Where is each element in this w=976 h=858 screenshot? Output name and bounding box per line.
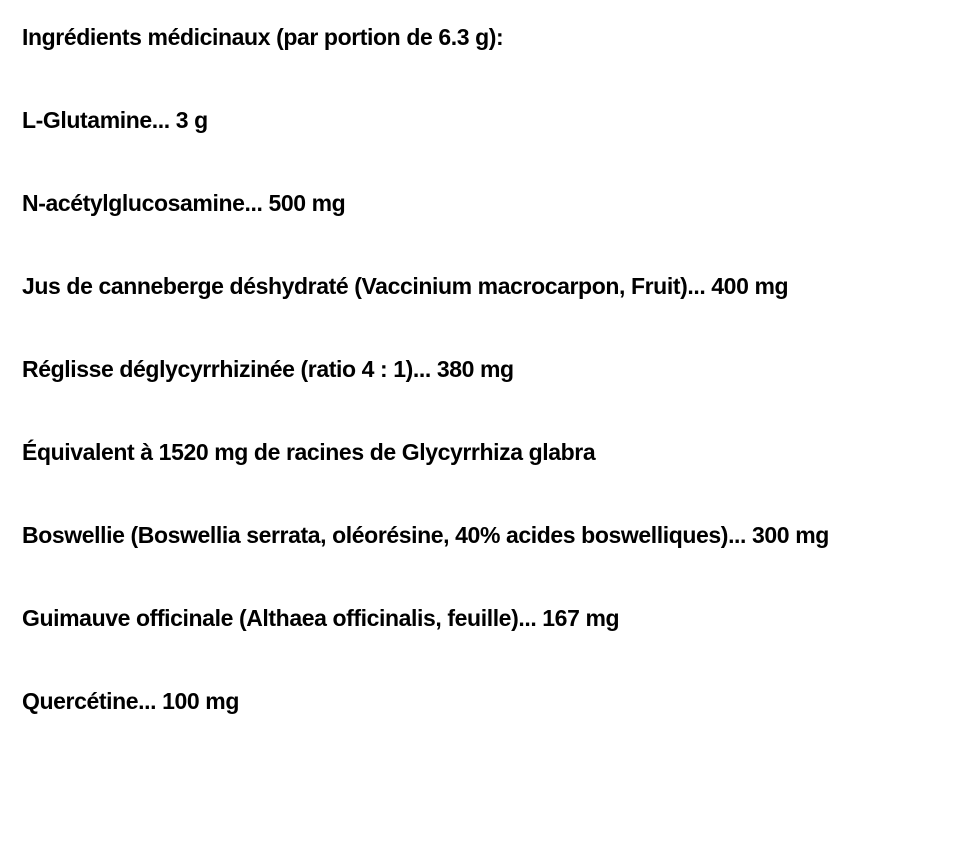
ingredients-heading: Ingrédients médicinaux (par portion de 6…	[22, 24, 504, 50]
ingredient-item: Équivalent à 1520 mg de racines de Glycy…	[22, 439, 596, 465]
ingredient-item: Quercétine... 100 mg	[22, 688, 239, 714]
ingredient-item: N-acétylglucosamine... 500 mg	[22, 190, 346, 216]
ingredient-item: L-Glutamine... 3 g	[22, 107, 208, 133]
ingredient-item: Boswellie (Boswellia serrata, oléorésine…	[22, 522, 829, 548]
ingredients-document: Ingrédients médicinaux (par portion de 6…	[22, 24, 829, 714]
ingredient-item: Réglisse déglycyrrhizinée (ratio 4 : 1).…	[22, 356, 514, 382]
ingredient-item: Guimauve officinale (Althaea officinalis…	[22, 605, 620, 631]
ingredient-item: Jus de canneberge déshydraté (Vaccinium …	[22, 273, 789, 299]
